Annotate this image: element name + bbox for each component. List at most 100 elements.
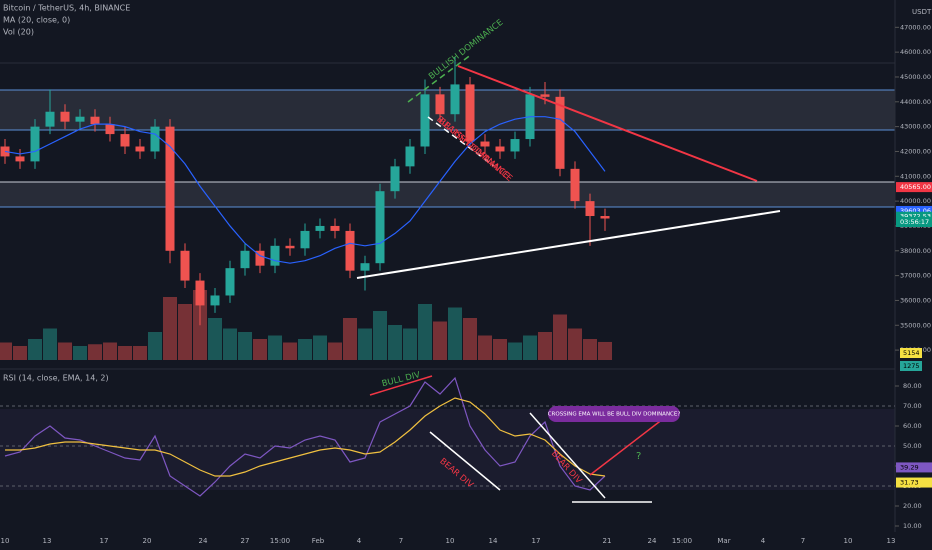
x-tick-label: 13 — [43, 537, 52, 545]
price-tag — [896, 205, 932, 216]
y-tick-label: 46000.00 — [900, 48, 931, 56]
volume-bar — [373, 311, 387, 360]
volume-tag — [900, 361, 922, 371]
candle-body — [600, 216, 610, 219]
candle-body — [240, 250, 250, 269]
volume-bar — [28, 339, 42, 360]
volume-bar — [178, 304, 192, 360]
candle-body — [450, 84, 460, 115]
y-tick-label: 20.00 — [903, 502, 922, 510]
indicator: RSI (14, close, EMA, 14, 2) — [3, 374, 109, 383]
price-tag-label: 39.29 — [900, 463, 919, 471]
candle-body — [180, 250, 190, 281]
div-line — [529, 412, 606, 499]
rsi-line — [4, 376, 606, 497]
x-tick-label: 7 — [801, 537, 805, 545]
plot: 47000.00 46000.00 45000.00 44000.00 43000.00… — [0, 23, 931, 530]
candle-body — [105, 124, 115, 135]
volume-bar — [418, 304, 432, 360]
x-tick-label: 13 — [887, 537, 896, 545]
indicator: MA (20, close, 0) — [3, 16, 70, 25]
volume-bar — [493, 339, 507, 360]
dominance-line — [427, 116, 495, 167]
volume-bar — [58, 342, 72, 360]
volume-bar — [523, 335, 537, 360]
candle-body — [360, 263, 370, 271]
candle-body — [285, 245, 295, 249]
price-tag-label: 31.73 — [900, 479, 919, 487]
candle-body — [570, 168, 580, 202]
price-tag — [896, 182, 932, 193]
volume-bar — [283, 342, 297, 360]
y-tick-label: 36000.00 — [900, 296, 931, 304]
ma-line — [4, 116, 606, 264]
x-tick-label: 10 — [446, 537, 455, 545]
x-tick-label: 24 — [648, 537, 657, 545]
x-tick-label: 17 — [100, 537, 109, 545]
symbol: Bitcoin / TetherUS, 4h, BINANCE — [3, 4, 130, 13]
candle-body — [330, 225, 340, 231]
candle-body — [255, 250, 265, 266]
candle-body — [420, 94, 430, 147]
x-tick-label: 4 — [761, 537, 766, 545]
y-tick-label: 45000.00 — [900, 73, 931, 81]
candle-body — [405, 146, 415, 167]
y-tick-label: 60.00 — [903, 422, 922, 430]
candle-body — [90, 116, 100, 125]
x-tick-label: 20 — [143, 537, 152, 545]
volume-bar — [568, 328, 582, 360]
countdown-bg — [896, 217, 932, 227]
volume-bar — [208, 318, 222, 360]
trend-line — [356, 210, 781, 279]
candle-body — [75, 116, 85, 122]
candle-body — [480, 141, 490, 147]
x-tick-label: 7 — [399, 537, 403, 545]
volume-bar — [313, 335, 327, 360]
volume-bar — [103, 342, 117, 360]
dominance-line — [407, 53, 473, 103]
volume-bar — [508, 342, 522, 360]
volume-bar — [328, 342, 342, 360]
indicator: Vol (20) — [3, 28, 34, 37]
annotation: ? — [636, 451, 641, 462]
candle-body — [165, 126, 175, 251]
y-tick-label: 44000.00 — [900, 98, 931, 106]
candle-body — [225, 268, 235, 296]
rsi-ma-line — [5, 397, 606, 477]
candle-body — [150, 126, 160, 152]
x-tick-label: 27 — [241, 537, 250, 545]
y-tick-label: 42000.00 — [900, 147, 931, 155]
volume-bar — [0, 342, 12, 360]
volume-bar — [163, 297, 177, 360]
candle-body — [30, 126, 40, 162]
y-tick-label: 47000.00 — [900, 23, 931, 31]
candle-body — [315, 225, 325, 231]
volume-bar — [238, 332, 252, 360]
y-tick-label: 80.00 — [903, 382, 922, 390]
volume-tag — [900, 348, 922, 358]
volume-bar — [478, 335, 492, 360]
candle-body — [195, 280, 205, 306]
y-tick-label: 43000.00 — [900, 123, 931, 131]
x-tick-label: 10 — [1, 537, 10, 545]
div-line — [429, 431, 501, 491]
x-tick-label: Feb — [312, 537, 325, 545]
candle-body — [495, 146, 505, 152]
volume-bar — [148, 332, 162, 360]
volume-bar — [598, 341, 612, 360]
y-tick-label: 40000.00 — [900, 197, 931, 205]
volume-bar — [268, 335, 282, 360]
volume-tag-label: 1275 — [903, 362, 920, 370]
y-tick-label: 37000.00 — [900, 272, 931, 280]
countdown: 03:56:17 — [900, 218, 929, 226]
candle-body — [555, 96, 565, 169]
candle-body — [435, 94, 445, 115]
volume-bar — [223, 328, 237, 360]
candle-body — [300, 230, 310, 249]
volume-bar — [73, 346, 87, 360]
candle-body — [210, 295, 220, 306]
x-tick-label: 15:00 — [270, 537, 290, 545]
volume-bar — [388, 325, 402, 360]
candle-body — [390, 166, 400, 192]
